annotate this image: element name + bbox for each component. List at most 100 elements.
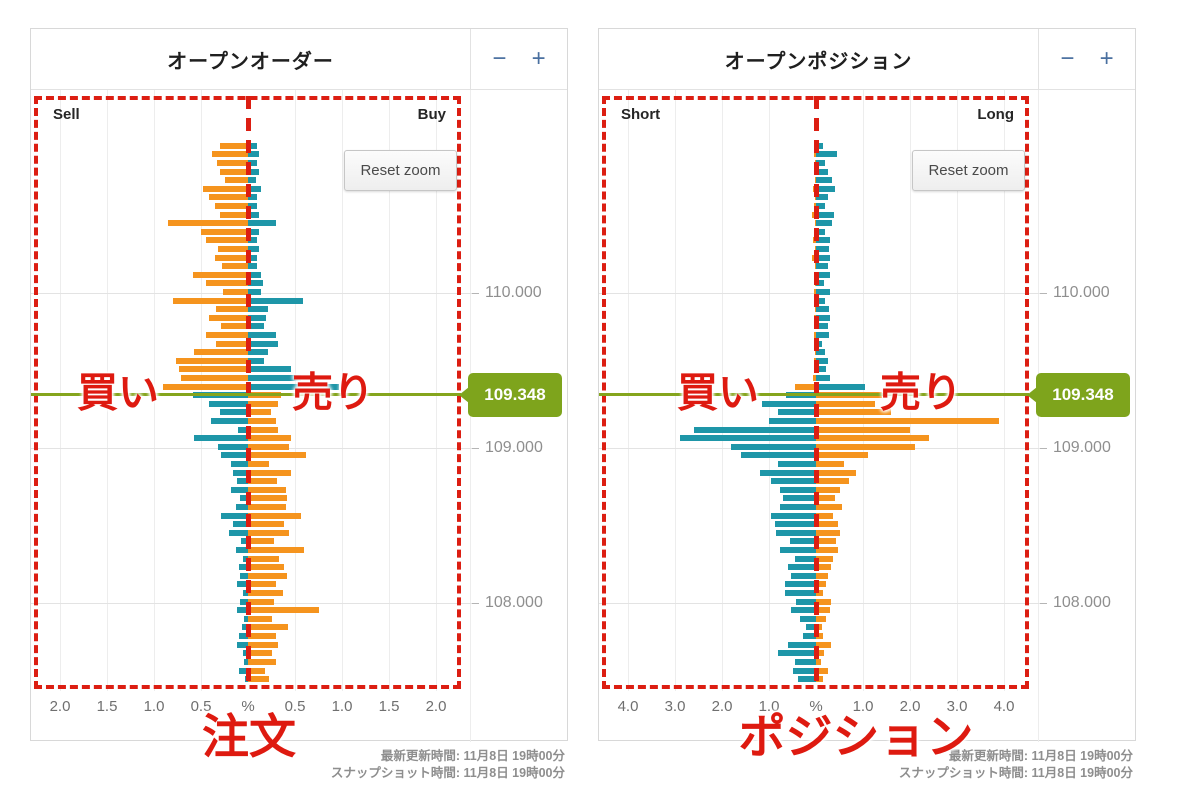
right-bar-buy: [816, 375, 831, 382]
reset-zoom-button[interactable]: Reset zoom: [912, 150, 1025, 191]
left-bar-buy: [791, 607, 816, 614]
reset-zoom-button[interactable]: Reset zoom: [344, 150, 457, 191]
sell-annotation: 売り: [292, 369, 374, 416]
vertical-gridline: [201, 90, 202, 691]
right-bar-sell: [248, 461, 269, 468]
right-bar-sell: [248, 547, 305, 554]
right-bar-sell: [816, 564, 832, 571]
right-bar-sell: [248, 658, 277, 665]
right-bar-sell: [816, 400, 875, 407]
left-bar-sell: [215, 202, 248, 209]
zoom-out-button[interactable]: −: [488, 47, 510, 71]
right-bar-buy: [248, 168, 260, 175]
right-bar-sell: [248, 495, 287, 502]
chart-plot-area[interactable]: Sell Buy Reset zoom 買い 売り: [31, 90, 472, 742]
price-label: 109.000: [1053, 439, 1111, 456]
right-bar-sell: [248, 564, 284, 571]
zoom-in-button[interactable]: +: [528, 47, 550, 71]
left-bar-buy: [795, 598, 816, 605]
right-bar-buy: [816, 142, 824, 149]
buy-side-label: Buy: [417, 106, 446, 123]
right-bar-sell: [248, 426, 279, 433]
left-bar-buy: [802, 633, 816, 640]
left-bar-sell: [208, 194, 248, 201]
right-bar-sell: [816, 607, 831, 614]
left-bar-buy: [789, 538, 816, 545]
left-bar-buy: [236, 478, 248, 485]
left-bar-sell: [221, 263, 248, 270]
x-axis-tick-label: 1.0: [852, 698, 874, 715]
vertical-gridline: [1004, 90, 1005, 691]
left-bar-buy: [217, 443, 248, 450]
left-bar-buy: [791, 572, 816, 579]
right-bar-buy: [248, 159, 258, 166]
current-price-line: [31, 393, 461, 396]
x-axis-tick-label: 2.0: [49, 698, 71, 715]
right-bar-sell: [248, 443, 290, 450]
left-bar-buy: [235, 504, 248, 511]
x-axis-tick-label: 1.0: [143, 698, 165, 715]
price-tick: [471, 448, 479, 449]
left-bar-buy: [778, 461, 816, 468]
right-bar-buy: [816, 297, 826, 304]
right-bar-buy: [816, 383, 866, 390]
price-label: 109.000: [485, 439, 543, 456]
right-bar-sell: [248, 512, 301, 519]
left-bar-sell: [168, 220, 248, 227]
left-bar-buy: [232, 521, 248, 528]
left-bar-sell: [172, 297, 248, 304]
right-bar-buy: [816, 366, 827, 373]
right-bar-sell: [816, 443, 915, 450]
zoom-in-button[interactable]: +: [1096, 47, 1118, 71]
right-bar-buy: [816, 177, 833, 184]
left-bar-sell: [794, 383, 816, 390]
left-bar-buy: [806, 624, 816, 631]
vertical-gridline: [436, 90, 437, 691]
x-axis-labels: 4.0 3.0 2.0 1.0% 1.0 2.0 3.0 4.0: [599, 698, 1040, 718]
right-bar-sell: [248, 469, 292, 476]
right-bar-sell: [816, 409, 892, 416]
short-side-label: Short: [621, 106, 661, 123]
right-bar-sell: [816, 418, 1000, 425]
left-bar-buy: [241, 538, 248, 545]
left-bar-buy: [679, 435, 816, 442]
right-bar-sell: [248, 478, 278, 485]
x-axis-tick-label: 3.0: [946, 698, 968, 715]
right-bar-buy: [248, 288, 262, 295]
left-bar-buy: [761, 400, 816, 407]
right-bar-buy: [816, 159, 826, 166]
price-tick: [1039, 603, 1047, 604]
right-bar-sell: [816, 504, 842, 511]
right-bar-sell: [816, 581, 826, 588]
price-tick: [471, 293, 479, 294]
chart-plot-area[interactable]: Short Long Reset zoom 買い 売り: [599, 90, 1040, 742]
left-bar-buy: [792, 667, 816, 674]
x-axis-tick-label: 1.0: [331, 698, 353, 715]
right-bar-sell: [816, 461, 845, 468]
right-bar-buy: [248, 245, 260, 252]
left-bar-buy: [778, 409, 816, 416]
snapshot-time: スナップショット時間: 11月8日 19時00分: [898, 766, 1133, 780]
right-bar-sell: [248, 521, 284, 528]
panel-title: オープンポジション: [724, 50, 913, 73]
x-axis-tick-label: 2.0: [425, 698, 447, 715]
zoom-out-button[interactable]: −: [1056, 47, 1078, 71]
left-bar-buy: [240, 598, 248, 605]
left-bar-buy: [231, 461, 248, 468]
right-bar-buy: [248, 228, 260, 235]
right-bar-buy: [248, 177, 256, 184]
left-bar-sell: [163, 383, 248, 390]
left-bar-buy: [236, 607, 248, 614]
right-bar-sell: [248, 676, 269, 683]
vertical-gridline: [675, 90, 676, 691]
price-label: 110.000: [485, 284, 542, 301]
vertical-gridline: [154, 90, 155, 691]
left-bar-buy: [740, 452, 816, 459]
vertical-gridline: [389, 90, 390, 691]
right-bar-sell: [816, 435, 929, 442]
right-bar-buy: [816, 228, 826, 235]
vertical-gridline: [910, 90, 911, 691]
zoom-buttons: − +: [1038, 29, 1135, 89]
right-bar-sell: [816, 572, 829, 579]
